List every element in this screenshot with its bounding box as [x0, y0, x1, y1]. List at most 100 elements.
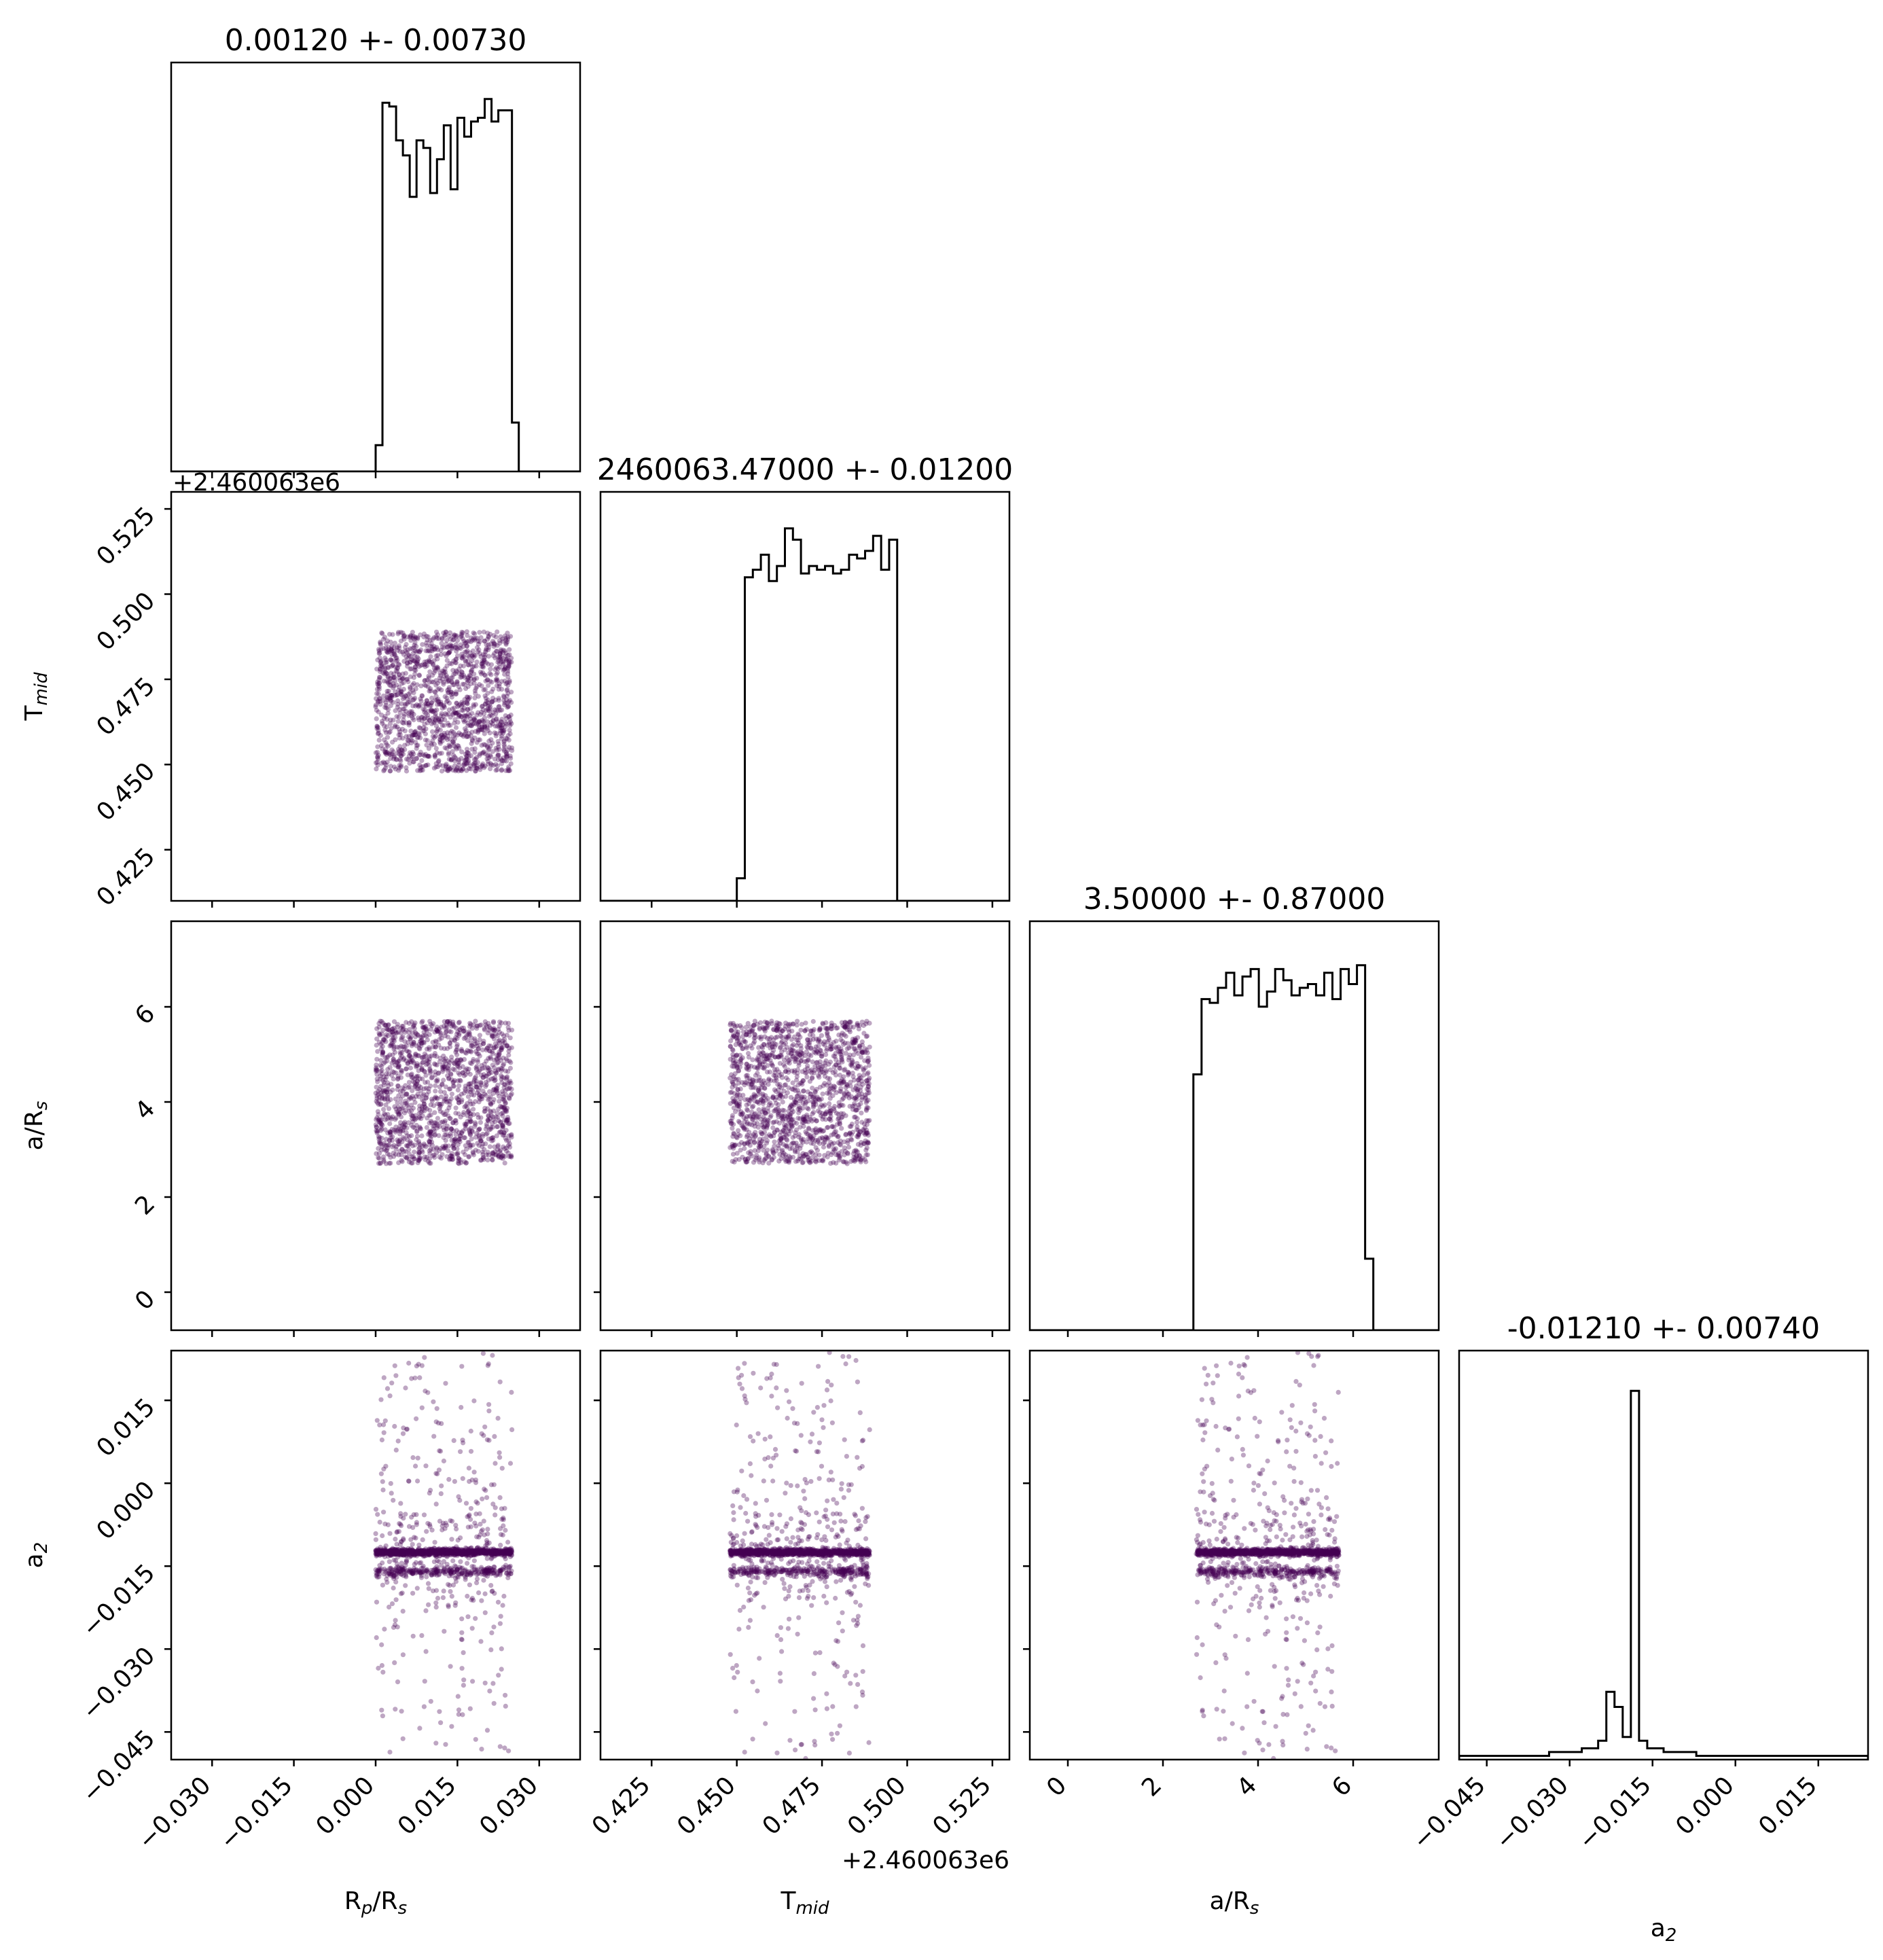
scatter-point: [406, 1152, 412, 1157]
scatter-point: [477, 1126, 482, 1132]
scatter-point: [401, 713, 407, 719]
scatter-point: [404, 734, 409, 739]
scatter-point: [863, 1034, 869, 1039]
scatter-point: [385, 675, 391, 680]
scatter-point: [821, 1103, 826, 1109]
scatter-point: [428, 1083, 433, 1088]
scatter-point: [842, 1152, 847, 1158]
scatter-point: [391, 1069, 397, 1075]
scatter-point: [486, 1065, 492, 1071]
scatter-point: [416, 1111, 422, 1116]
scatter-point: [469, 1092, 475, 1097]
scatter-point: [738, 1043, 743, 1048]
scatter-point: [410, 688, 416, 693]
scatter-point: [854, 1149, 859, 1154]
scatter-point: [482, 672, 488, 677]
scatter-point: [760, 1050, 766, 1055]
scatter-point: [833, 1160, 839, 1166]
scatter-point: [778, 1040, 784, 1046]
scatter-point: [395, 1058, 401, 1064]
scatter-point: [376, 728, 381, 733]
scatter-point: [804, 1112, 810, 1118]
scatter-point: [813, 1145, 819, 1150]
scatter-point: [729, 1121, 734, 1126]
scatter-point: [425, 1158, 431, 1164]
scatter-point: [496, 1038, 501, 1044]
scatter-point: [776, 1120, 782, 1126]
scatter-point: [497, 661, 502, 666]
scatter-point: [483, 751, 488, 757]
scatter-point: [447, 1040, 452, 1046]
scatter-point: [482, 715, 488, 721]
scatter-point: [848, 1062, 853, 1067]
scatter-point: [435, 1123, 440, 1128]
scatter-point: [389, 1073, 395, 1078]
scatter-point: [383, 730, 389, 735]
scatter-point: [480, 1047, 486, 1052]
scatter-point: [738, 1133, 743, 1139]
scatter-point: [435, 716, 442, 721]
scatter-point: [501, 1061, 507, 1067]
scatter-point: [782, 1129, 787, 1135]
scatter-point: [424, 1549, 429, 1554]
scatter-point: [436, 1027, 442, 1032]
scatter-point: [474, 635, 480, 641]
scatter-point: [448, 765, 454, 770]
scatter-point: [762, 1059, 768, 1065]
scatter-point: [492, 1041, 499, 1046]
scatter-point: [450, 1550, 456, 1556]
scatter-point: [469, 723, 475, 728]
scatter-point: [457, 1139, 463, 1145]
scatter-point: [779, 1113, 785, 1119]
scatter-point: [417, 1114, 423, 1120]
scatter-point: [853, 1147, 859, 1153]
scatter-point: [764, 1097, 769, 1103]
scatter-point: [439, 1101, 444, 1107]
scatter-point: [764, 1156, 769, 1161]
scatter-point: [432, 1539, 437, 1545]
scatter-point: [428, 1160, 433, 1166]
scatter-point: [416, 1046, 422, 1051]
scatter-point: [857, 1064, 863, 1069]
scatter-point: [850, 1052, 857, 1058]
scatter-point: [375, 699, 381, 705]
scatter-point: [455, 704, 461, 709]
scatter-point: [728, 1022, 733, 1028]
scatter-point: [780, 1128, 785, 1134]
scatter-point: [407, 1084, 412, 1090]
scatter-point: [738, 1147, 743, 1153]
scatter-point: [445, 1065, 450, 1071]
scatter-point: [831, 1022, 838, 1028]
scatter-point: [454, 1035, 460, 1041]
scatter-point: [390, 1027, 395, 1032]
scatter-point: [448, 1153, 453, 1159]
scatter-point: [486, 1113, 492, 1119]
scatter-point: [496, 1154, 502, 1160]
scatter-point: [460, 630, 466, 636]
scatter-point: [771, 1048, 776, 1053]
scatter-point: [821, 1041, 826, 1047]
scatter-point: [484, 1124, 490, 1129]
scatter-point: [473, 1548, 478, 1553]
scatter-point: [404, 1550, 409, 1555]
scatter-point: [467, 1099, 473, 1104]
scatter-point: [487, 1025, 493, 1031]
scatter-point: [424, 1046, 430, 1052]
scatter-point: [866, 1058, 872, 1063]
scatter-point: [410, 1143, 416, 1149]
scatter-point: [800, 1105, 806, 1111]
scatter-point: [475, 1548, 481, 1554]
scatter-point: [418, 1085, 424, 1090]
scatter-point: [391, 651, 397, 656]
scatter-point: [404, 696, 410, 702]
scatter-point: [817, 1158, 822, 1163]
scatter-point: [404, 1143, 409, 1148]
scatter-point: [439, 713, 444, 718]
scatter-point: [744, 1080, 749, 1086]
scatter-point: [419, 1147, 425, 1153]
scatter-point: [501, 647, 506, 653]
scatter-point: [407, 1027, 412, 1032]
scatter-point: [408, 660, 413, 665]
scatter-point: [752, 1039, 757, 1044]
scatter-point: [480, 1134, 486, 1139]
